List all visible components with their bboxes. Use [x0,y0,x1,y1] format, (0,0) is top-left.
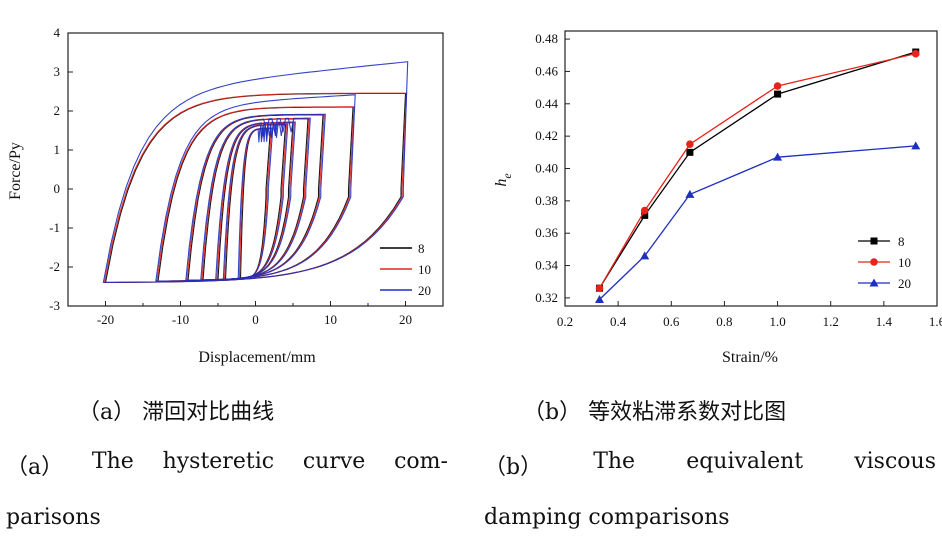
x-tick-label: 0 [252,312,259,327]
x-tick-label: 1.2 [823,314,839,329]
caption-word: The [91,449,134,474]
x-tick-label: 10 [324,312,337,327]
caption-b-english-line2: damping comparisons [484,505,730,530]
hysteresis-loop [155,94,356,282]
y-tick-label: 0.40 [535,161,558,176]
y-axis-label: he [493,173,514,187]
x-tick-label: 1.6 [929,314,942,329]
caption-a-chinese: （a） 滞回对比曲线 [78,400,275,425]
y-tick-label: 0.44 [535,96,558,111]
x-tick-label: -10 [172,312,189,327]
data-point [774,90,782,98]
data-point [595,284,604,293]
data-point [685,189,695,198]
x-tick-label: 20 [399,312,412,327]
y-tick-label: 0.38 [535,193,558,208]
x-tick-label: 0.8 [716,314,732,329]
series-20 [595,141,921,304]
hysteresis-loop [224,124,287,280]
x-axis-label: Displacement/mm [198,349,316,366]
viscous-damping-chart: 0.2 0.4 0.6 0.8 1.0 1.2 1.4 1.6 0.32 0.34 0.36 0.38… [493,30,942,366]
caption-word: hysteretic [162,449,275,474]
x-tick-label: 0.6 [663,314,680,329]
data-point [911,141,921,150]
data-point [773,82,782,90]
y-tick-label: 1 [54,142,61,157]
caption-word: The [593,449,636,474]
data-point [686,140,694,149]
x-tick-label: 0.4 [610,314,627,329]
data-point [686,148,694,156]
caption-word: （a） [6,455,64,480]
legend-marker-10 [870,258,878,266]
hysteresis-loop [103,92,408,283]
data-point [640,251,650,260]
series-8-curves [104,92,407,283]
hysteresis-loop [238,127,273,280]
y-tick-label: 0.42 [535,128,558,143]
caption-word: equivalent [686,449,804,474]
y-tick-label: 0.34 [535,258,558,273]
y-tick-label: 0.48 [535,31,558,46]
y-axis-label-main: h [493,179,510,187]
x-tick-label: 1.4 [876,314,893,329]
x-tick-label: 0.2 [557,314,573,329]
legend-label-10: 10 [898,255,911,270]
series-20-curves [102,61,409,283]
y-axis-label-subscript: e [500,173,514,179]
legend-marker-20 [869,278,879,287]
legend-label-20: 20 [418,283,431,298]
series-10 [595,49,920,293]
caption-word: com- [394,449,448,474]
y-tick-label: 4 [54,25,61,40]
caption-b-english-line1: （b） The equivalent viscous [484,449,936,481]
caption-a-english-line2: parisons [6,505,101,530]
series-10-curves [103,92,408,283]
caption-a-english-line1: （a） The hysteretic curve com- [6,449,448,481]
caption-word: viscous [854,449,936,474]
y-tick-label: 0.46 [535,63,558,78]
legend-label-8: 8 [898,234,905,249]
y-tick-label: 0.36 [535,225,558,240]
hysteresis-loop [102,61,409,283]
legend-label-8: 8 [418,241,425,256]
y-tick-label: -3 [49,298,60,313]
y-tick-label: -1 [49,220,60,235]
legend-label-20: 20 [898,276,911,291]
y-tick-label: -2 [49,259,60,274]
y-axis-label: Force/Py [7,142,24,200]
caption-word: curve [302,449,366,474]
data-point [911,49,920,58]
caption-word: （b） [484,455,543,480]
data-point [773,152,783,161]
x-axis-label: Strain/% [722,349,778,366]
legend: 8 10 20 [380,241,431,298]
x-tick-label: 1.0 [769,314,785,329]
data-point [641,211,649,219]
data-point [595,295,605,304]
legend: 8 10 20 [858,234,911,291]
legend-marker-8 [870,237,878,245]
y-tick-label: 3 [54,64,61,79]
x-tick-label: -20 [97,312,114,327]
series-line-20 [599,145,916,300]
data-point [640,206,649,215]
y-tick-label: 2 [54,103,61,118]
legend-label-10: 10 [418,262,431,277]
y-tick-label: 0 [54,181,61,196]
y-tick-label: 0.32 [535,290,558,305]
caption-b-chinese: （b） 等效粘滞系数对比图 [523,400,787,425]
plot-frame [67,32,444,307]
hysteresis-loop [104,92,407,283]
